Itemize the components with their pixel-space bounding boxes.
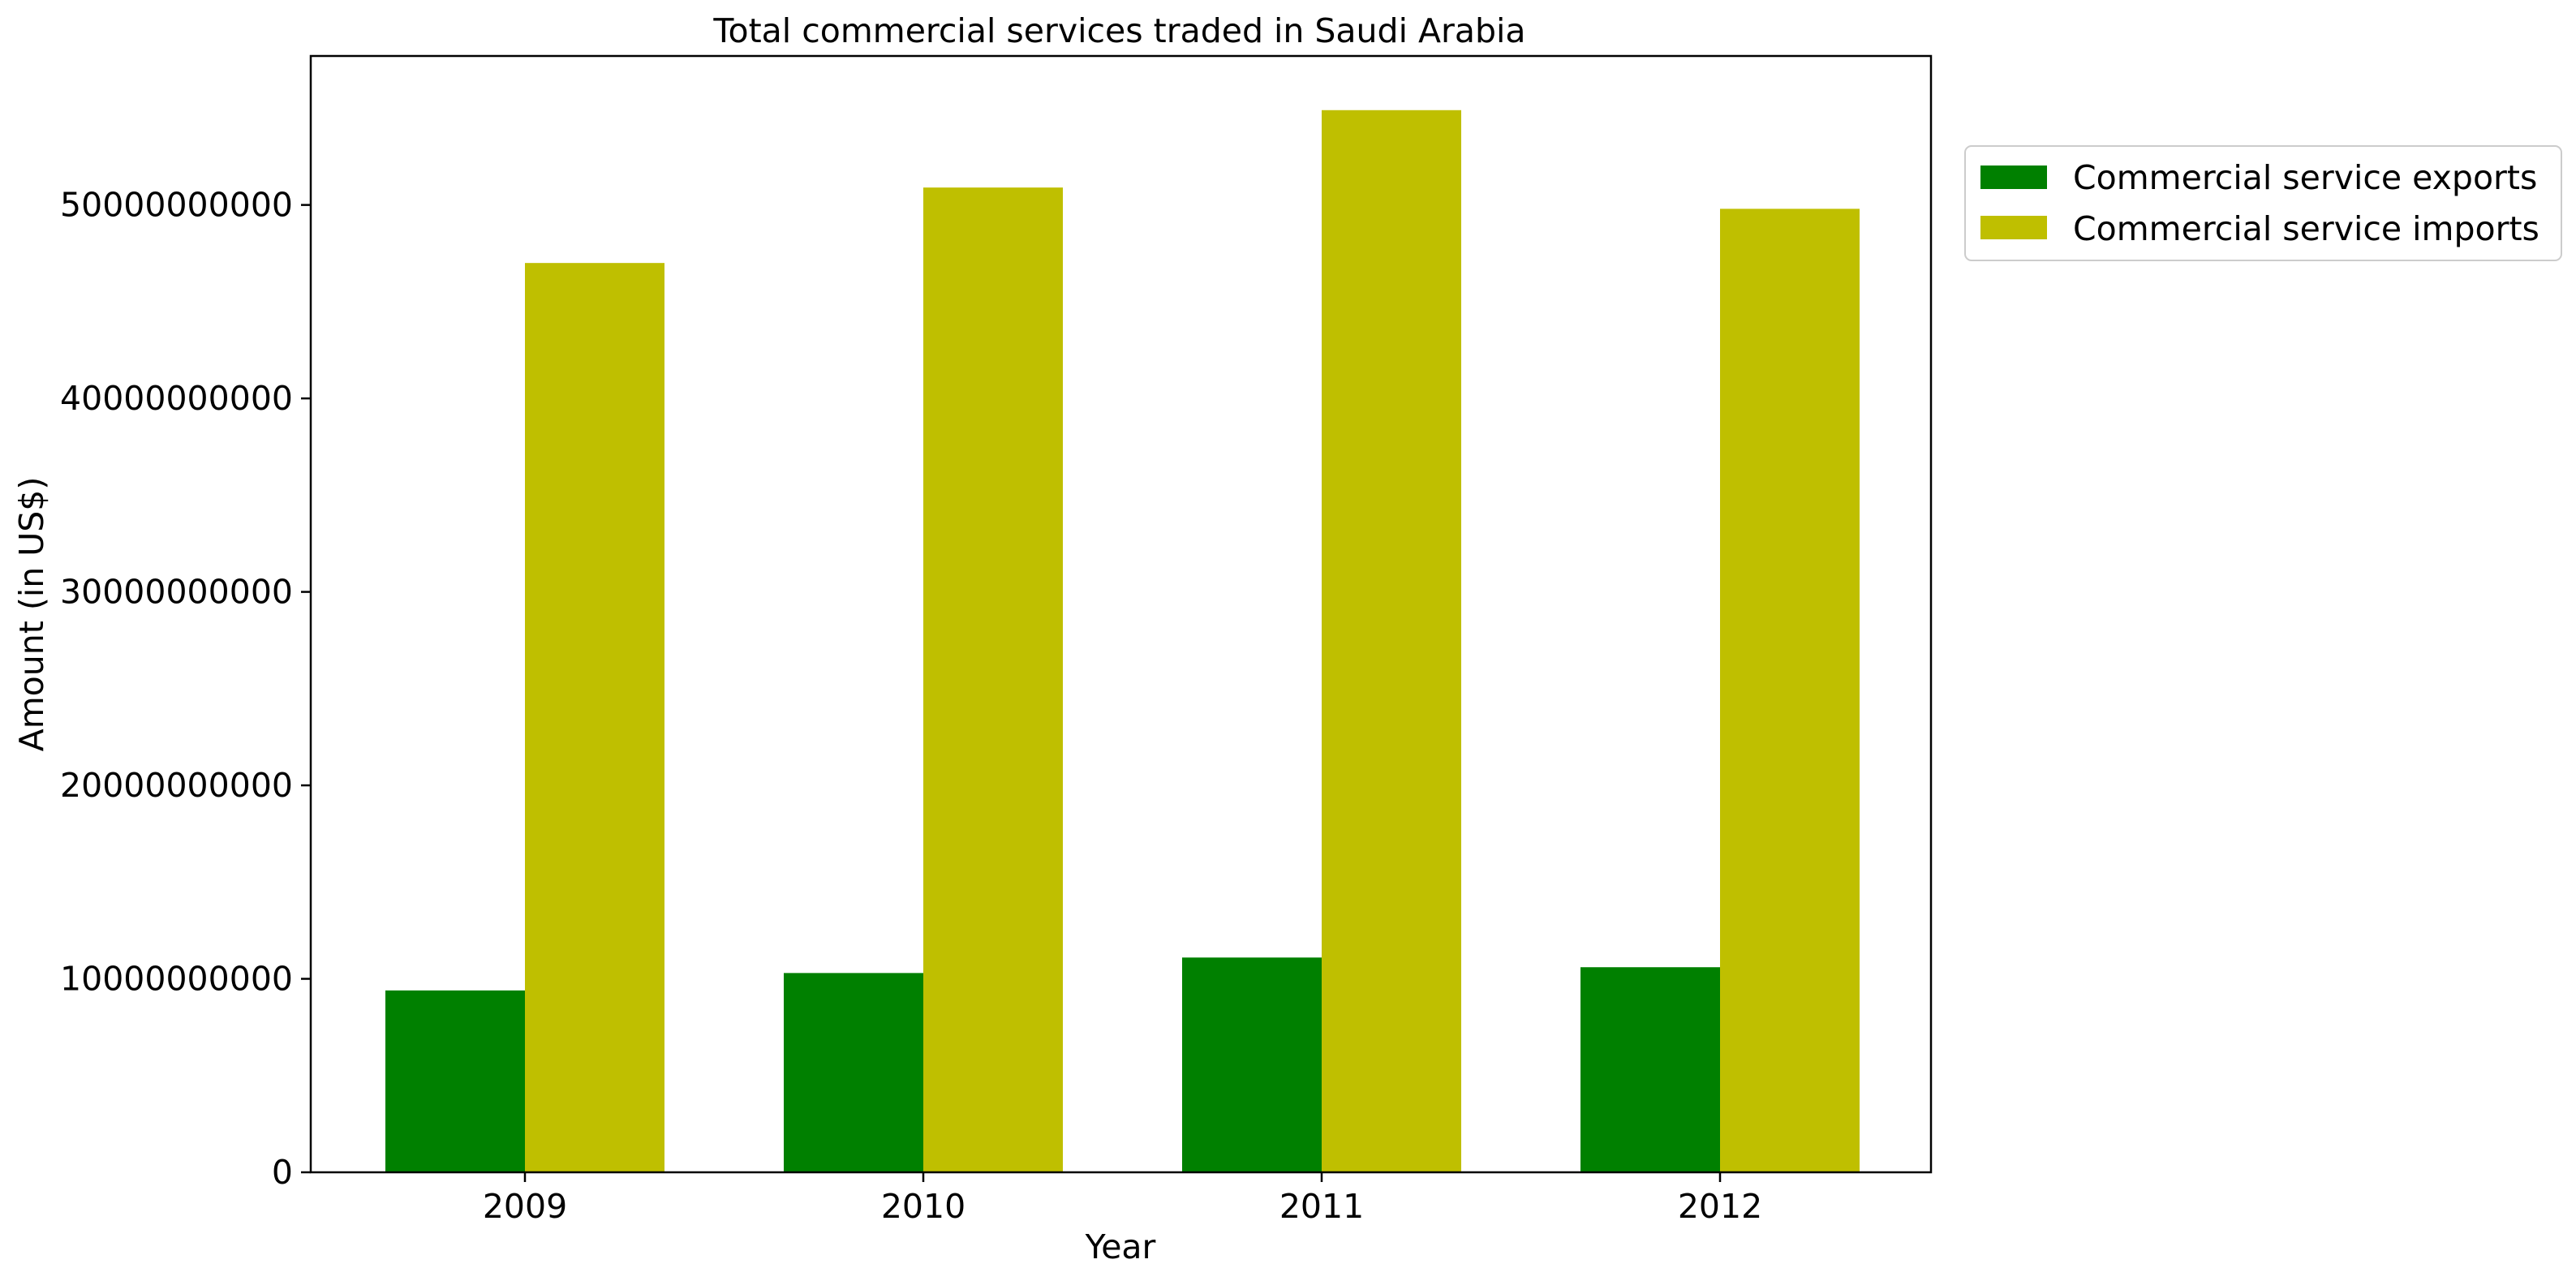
legend: Commercial service exports Commercial se… xyxy=(1964,145,2562,261)
x-tick-label: 2012 xyxy=(1678,1187,1762,1226)
bar-imports-2011 xyxy=(1322,110,1461,1173)
plot-area: 2009 2010 2011 2012 0 10000000000 20000000000 3… xyxy=(60,110,1860,1226)
y-tick-label: 10000000000 xyxy=(60,960,293,999)
legend-label-imports: Commercial service imports xyxy=(2073,209,2539,248)
x-tick-label: 2011 xyxy=(1279,1187,1364,1226)
y-tick-label: 30000000000 xyxy=(60,573,293,612)
bar-imports-2010 xyxy=(923,187,1063,1172)
x-axis-label: Year xyxy=(1085,1227,1156,1266)
chart-title: Total commercial services traded in Saud… xyxy=(712,11,1525,50)
bar-exports-2009 xyxy=(385,990,525,1172)
x-tick-label: 2010 xyxy=(881,1187,965,1226)
bar-imports-2009 xyxy=(525,263,664,1173)
legend-label-exports: Commercial service exports xyxy=(2073,158,2537,197)
y-tick-label: 50000000000 xyxy=(60,186,293,225)
y-tick-label: 0 xyxy=(272,1153,293,1192)
legend-swatch-exports xyxy=(1980,165,2047,189)
legend-frame xyxy=(1964,145,2562,261)
plot-frame xyxy=(309,54,1933,1174)
bar-exports-2010 xyxy=(784,973,923,1172)
x-tick-label: 2009 xyxy=(483,1187,567,1226)
legend-swatch-imports xyxy=(1980,216,2047,239)
bar-exports-2012 xyxy=(1580,967,1720,1172)
y-axis-label: Amount (in US$) xyxy=(12,477,51,752)
bar-imports-2012 xyxy=(1720,208,1860,1172)
bar-exports-2011 xyxy=(1182,957,1322,1172)
y-tick-label: 20000000000 xyxy=(60,766,293,805)
y-tick-label: 40000000000 xyxy=(60,379,293,418)
